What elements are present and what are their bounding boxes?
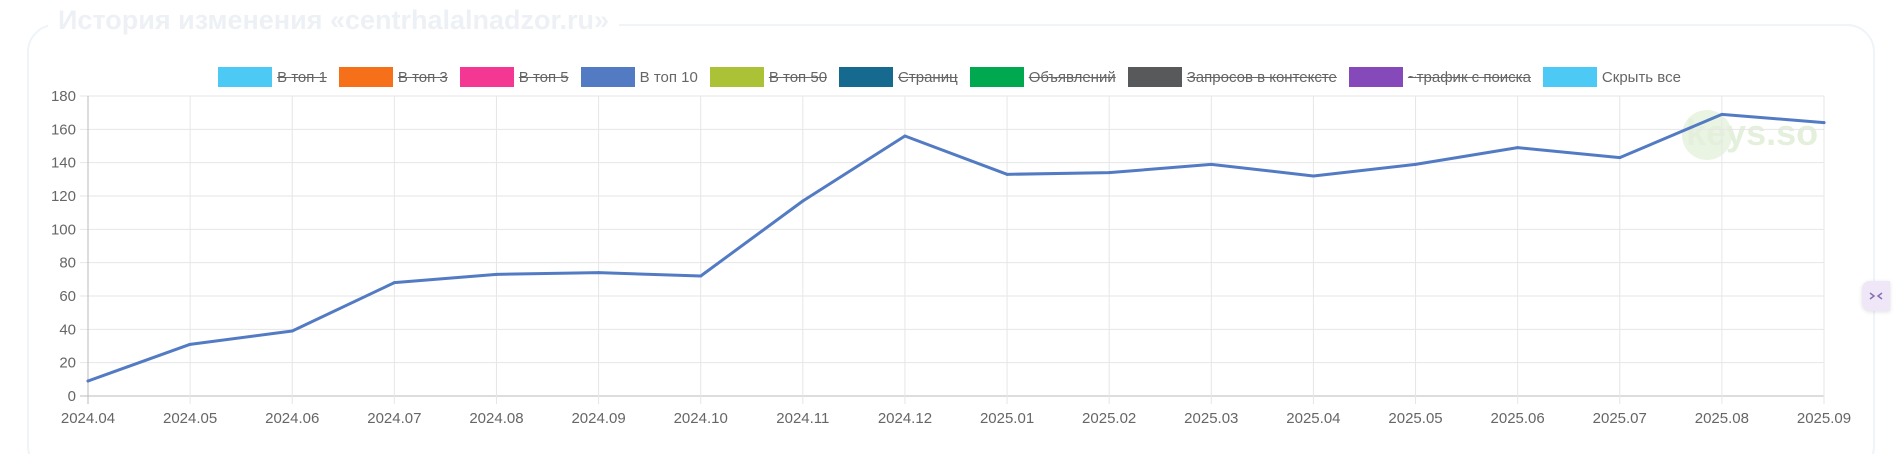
data-point [1311, 174, 1315, 178]
x-tick-label: 2024.12 [878, 410, 932, 427]
legend-item[interactable]: ~трафик с поиска [1348, 67, 1531, 87]
x-tick-label: 2024.05 [163, 410, 217, 427]
legend-label: Скрыть все [1601, 68, 1681, 86]
legend-label: В топ 50 [768, 68, 828, 86]
legend-item[interactable]: Объявлений [969, 67, 1116, 87]
legend-label: В топ 1 [277, 68, 327, 86]
x-tick-label: 2025.09 [1797, 410, 1851, 427]
collapse-arrows-icon [1869, 292, 1883, 300]
data-point [1107, 171, 1111, 175]
legend-item[interactable]: Запросов в контексте [1127, 67, 1337, 87]
legend-label: Запросов в контексте [1186, 68, 1337, 86]
legend-item[interactable]: В топ 50 [709, 67, 828, 87]
legend-swatch [459, 67, 514, 87]
data-point [494, 272, 498, 276]
series-line [86, 112, 1826, 383]
y-tick-label: 20 [59, 355, 76, 372]
legend-item[interactable]: В топ 1 [218, 67, 327, 87]
x-tick-label: 2024.06 [265, 410, 319, 427]
data-point [86, 379, 90, 383]
legend-item[interactable]: В топ 3 [338, 67, 448, 87]
x-tick-label: 2025.05 [1388, 410, 1442, 427]
legend-item[interactable]: Скрыть все [1542, 67, 1681, 87]
legend-item[interactable]: Страниц [839, 67, 958, 87]
x-tick-label: 2025.08 [1695, 410, 1749, 427]
x-tick-label: 2024.07 [367, 410, 421, 427]
x-tick-label: 2024.10 [674, 410, 728, 427]
legend-label: ~трафик с поиска [1407, 68, 1531, 86]
data-point [1209, 162, 1213, 166]
x-tick-label: 2025.06 [1491, 410, 1545, 427]
x-tick-label: 2024.09 [571, 410, 625, 427]
panel-title: История изменения «centrhalalnadzor.ru» [48, 2, 620, 38]
data-point [1005, 172, 1009, 176]
x-tick-label: 2024.04 [61, 410, 115, 427]
y-tick-label: 60 [59, 288, 76, 305]
data-point [188, 342, 192, 346]
x-tick-label: 2025.03 [1184, 410, 1238, 427]
data-point [1516, 146, 1520, 150]
data-point [597, 271, 601, 275]
legend-swatch [1127, 67, 1182, 87]
y-tick-label: 180 [51, 88, 76, 105]
chart-legend: В топ 1 В топ 3 В топ 5 В топ 10 В топ 50 Стр… [0, 64, 1899, 90]
legend-item[interactable]: В топ 5 [459, 67, 569, 87]
data-point [1414, 162, 1418, 166]
y-tick-label: 160 [51, 121, 76, 138]
y-tick-label: 120 [51, 188, 76, 205]
legend-item[interactable]: В топ 10 [580, 67, 698, 87]
y-tick-label: 40 [59, 321, 76, 338]
legend-swatch [338, 67, 393, 87]
y-tick-label: 100 [51, 221, 76, 238]
legend-label: Объявлений [1028, 68, 1116, 86]
x-tick-label: 2025.07 [1593, 410, 1647, 427]
side-collapse-button[interactable] [1862, 281, 1890, 311]
data-point [699, 274, 703, 278]
x-tick-label: 2024.11 [776, 410, 829, 427]
y-tick-label: 140 [51, 155, 76, 172]
legend-swatch [1348, 67, 1403, 87]
data-point [903, 134, 907, 138]
legend-swatch [218, 67, 273, 87]
legend-label: В топ 5 [518, 68, 569, 86]
watermark-logo [1682, 110, 1732, 160]
y-tick-label: 80 [59, 255, 76, 272]
legend-swatch [1542, 67, 1597, 87]
x-tick-label: 2025.01 [980, 410, 1034, 427]
data-point [1720, 112, 1724, 116]
x-tick-label: 2025.04 [1286, 410, 1340, 427]
legend-swatch [839, 67, 894, 87]
y-tick-label: 0 [68, 388, 76, 405]
data-point [1822, 121, 1826, 125]
data-point [1618, 156, 1622, 160]
data-point [290, 329, 294, 333]
legend-swatch [709, 67, 764, 87]
legend-label: В топ 3 [397, 68, 448, 86]
data-point [801, 199, 805, 203]
legend-label: Страниц [898, 68, 958, 86]
data-point [392, 281, 396, 285]
legend-swatch [580, 67, 635, 87]
legend-label: В топ 10 [639, 68, 698, 86]
x-tick-label: 2024.08 [469, 410, 523, 427]
legend-swatch [969, 67, 1024, 87]
x-tick-label: 2025.02 [1082, 410, 1136, 427]
